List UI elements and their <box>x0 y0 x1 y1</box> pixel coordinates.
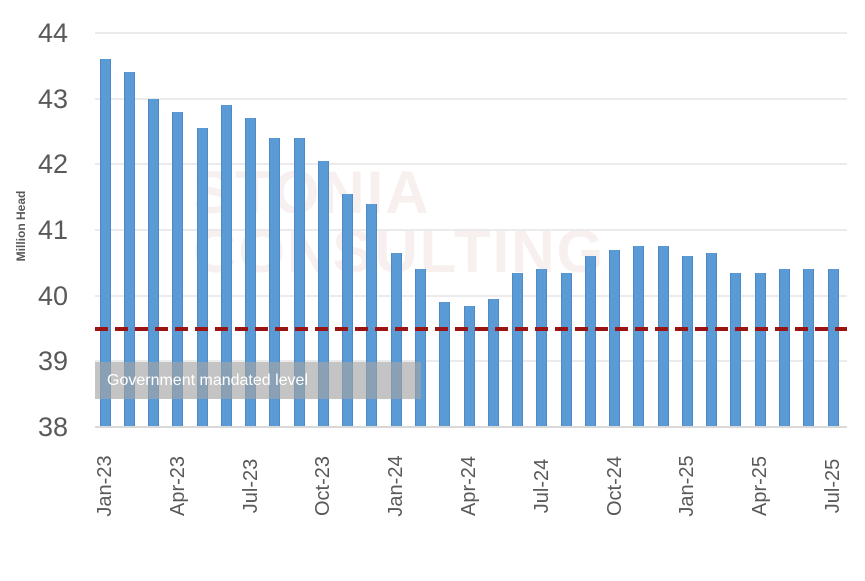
bar-Apr-25 <box>754 272 766 427</box>
bar-May-25 <box>778 269 790 427</box>
y-tick-label-40: 40 <box>37 280 68 311</box>
y-tick-label-38: 38 <box>37 412 68 442</box>
watermark-line-1: STONIA <box>193 159 431 226</box>
bar-Oct-24 <box>609 249 621 427</box>
y-tick-label-42: 42 <box>37 149 68 180</box>
bar-Jun-23 <box>220 105 232 427</box>
bar-Sep-24 <box>584 256 596 427</box>
x-tick-label-Jan-25: Jan-25 <box>676 455 699 517</box>
x-tick-label-Apr-24: Apr-24 <box>458 455 480 517</box>
bar-Feb-23 <box>123 72 135 427</box>
bar-Sep-23 <box>293 138 305 427</box>
x-tick-label-Jul-23: Jul-23 <box>239 458 262 514</box>
x-tick-label-Jul-25: Jul-25 <box>822 458 844 514</box>
gridline-44 <box>95 32 847 34</box>
bar-May-23 <box>196 128 208 427</box>
bar-Feb-24 <box>414 269 426 427</box>
bar-Oct-23 <box>317 161 329 427</box>
x-tick-label-Jul-24: Jul-24 <box>530 458 553 514</box>
bar-Jan-25 <box>681 256 693 427</box>
bar-Dec-24 <box>657 246 669 427</box>
bar-Jul-23 <box>245 118 257 427</box>
bar-Aug-24 <box>560 272 572 427</box>
x-tick-label-Apr-23: Apr-23 <box>166 455 189 517</box>
bar-Feb-25 <box>706 252 718 427</box>
bar-Jan-24 <box>390 252 402 427</box>
bar-Jun-24 <box>512 272 524 427</box>
bar-Apr-24 <box>463 305 475 427</box>
bar-Apr-23 <box>172 111 184 427</box>
y-tick-label-44: 44 <box>37 18 68 48</box>
y-axis-title: Million Head <box>14 190 28 262</box>
bar-Jul-24 <box>536 269 548 427</box>
reference-line <box>95 326 847 331</box>
bar-Jun-25 <box>803 269 815 427</box>
gridline-43 <box>95 97 847 100</box>
bar-Aug-23 <box>269 138 281 427</box>
x-tick-label-Jan-24: Jan-24 <box>385 455 408 517</box>
y-tick-label-39: 39 <box>37 346 68 377</box>
gridline-42 <box>95 163 847 166</box>
x-tick-label-Apr-25: Apr-25 <box>749 455 772 517</box>
watermark: STONIA CONSULTING <box>193 159 605 282</box>
bar-Nov-24 <box>633 246 645 427</box>
bar-Mar-23 <box>148 98 160 427</box>
x-axis-line <box>95 426 847 428</box>
x-tick-label-Jan-23: Jan-23 <box>94 455 116 517</box>
bar-Jan-23 <box>99 59 111 427</box>
y-tick-label-41: 41 <box>37 215 68 245</box>
reference-line-label: Government mandated level <box>107 372 308 389</box>
reference-line-label-box: Government mandated level <box>95 362 421 399</box>
bar-Mar-24 <box>439 302 451 427</box>
bar-Jul-25 <box>827 269 839 427</box>
gridline-40 <box>95 294 847 297</box>
bar-May-24 <box>487 298 499 427</box>
bar-Mar-25 <box>730 272 742 427</box>
x-tick-label-Oct-24: Oct-24 <box>603 455 626 517</box>
bar-Dec-23 <box>366 203 378 427</box>
gridline-41 <box>95 229 847 231</box>
y-tick-label-43: 43 <box>37 83 68 114</box>
bar-Nov-23 <box>342 193 354 427</box>
x-tick-label-Oct-23: Oct-23 <box>312 455 335 517</box>
